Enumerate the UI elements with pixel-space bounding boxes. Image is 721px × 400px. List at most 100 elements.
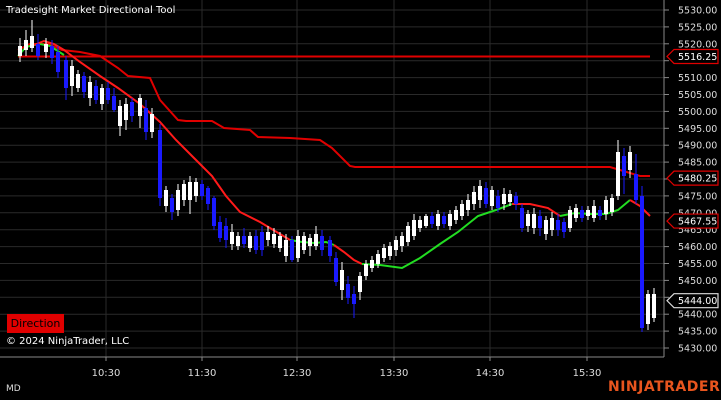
candle-bull xyxy=(340,270,344,290)
candle-bull xyxy=(248,236,252,248)
candle-bull xyxy=(124,104,128,120)
candle-bull xyxy=(490,190,494,206)
candle-bear xyxy=(580,210,584,218)
y-tick-label: 5505.00 xyxy=(678,90,717,101)
y-tick-label: 5450.00 xyxy=(678,276,717,287)
candle-bull xyxy=(382,248,386,258)
price-marker: 5480.25 xyxy=(666,170,719,186)
candle-bear xyxy=(254,236,258,250)
copyright-text: © 2024 NinjaTrader, LLC xyxy=(6,336,130,347)
y-tick-label: 5475.00 xyxy=(678,191,717,202)
candle-bull xyxy=(296,236,300,258)
candle-bear xyxy=(484,188,488,204)
candle-bull xyxy=(364,264,368,276)
candle-bull xyxy=(412,220,416,236)
candle-bull xyxy=(406,226,410,242)
candle-bull xyxy=(502,194,506,204)
candle-bull xyxy=(424,216,428,226)
candle-bull xyxy=(76,74,80,88)
candle-bull xyxy=(604,200,608,214)
price-marker: 5516.25 xyxy=(666,48,719,65)
candle-bear xyxy=(556,220,560,230)
trail-stop-line xyxy=(17,43,650,177)
y-tick-label: 5520.00 xyxy=(678,39,717,50)
candle-bear xyxy=(334,258,338,282)
candle-bull xyxy=(568,210,572,228)
candle-bear xyxy=(212,198,216,226)
candle-bear xyxy=(328,240,332,256)
candle-bear xyxy=(598,210,602,216)
price-marker-box xyxy=(666,293,719,309)
candle-bull xyxy=(376,254,380,264)
y-tick-label: 5490.00 xyxy=(678,141,717,152)
y-tick-label: 5525.00 xyxy=(678,22,717,33)
y-tick-label: 5440.00 xyxy=(678,310,717,321)
candle-bull xyxy=(448,214,452,226)
candle-bear xyxy=(290,240,294,260)
candle-bull xyxy=(544,220,548,234)
price-marker-box xyxy=(666,213,719,229)
price-marker-label: 5444.00 xyxy=(678,296,717,307)
time-axis: 10:30 11:30 12:30 13:30 14:30 15:30 xyxy=(92,357,601,379)
candle-bear xyxy=(640,196,644,328)
candle-bear xyxy=(430,216,434,224)
candle-bull xyxy=(236,236,240,246)
signal-line-down xyxy=(512,203,561,217)
candle-bull xyxy=(436,214,440,226)
candle-bull xyxy=(532,214,536,228)
price-markers: 5516.25 5480.25 5467.55 5444.00 xyxy=(666,48,719,309)
candle-bull xyxy=(652,294,656,318)
candle-bull xyxy=(460,204,464,216)
candle-bull xyxy=(230,232,234,244)
x-tick-label: 14:30 xyxy=(476,368,505,379)
chart-title: Tradesight Market Directional Tool xyxy=(6,5,176,16)
candle-bear xyxy=(320,236,324,250)
candle-bear xyxy=(106,88,110,100)
candle-bull xyxy=(272,234,276,244)
candle-bull xyxy=(358,276,362,292)
candle-bull xyxy=(526,214,530,226)
price-marker-box xyxy=(666,48,719,65)
price-marker-label: 5480.25 xyxy=(678,174,717,185)
candle-bull xyxy=(30,36,34,48)
candle-bear xyxy=(622,156,626,176)
candle-bull xyxy=(508,194,512,202)
y-tick-label: 5530.00 xyxy=(678,6,717,17)
candle-bull xyxy=(118,106,122,126)
candle-bull xyxy=(182,184,186,200)
candle-bear xyxy=(112,96,116,110)
candle-bull xyxy=(100,88,104,104)
indicator-lines xyxy=(17,39,651,270)
candle-bull xyxy=(284,240,288,256)
y-tick-label: 5430.00 xyxy=(678,344,717,355)
candle-bear xyxy=(94,86,98,100)
candle-bull xyxy=(394,240,398,250)
candle-bull xyxy=(150,114,154,132)
signal-line-down xyxy=(333,244,363,265)
candle-bull xyxy=(478,186,482,200)
y-tick-label: 5500.00 xyxy=(678,107,717,118)
candle-bear xyxy=(352,294,356,304)
candles xyxy=(18,20,656,332)
chart-grid xyxy=(0,0,665,358)
candle-bull xyxy=(418,220,422,228)
candle-bull xyxy=(176,190,180,210)
candle-bear xyxy=(82,76,86,92)
candle-bull xyxy=(18,46,22,56)
y-tick-label: 5485.00 xyxy=(678,158,717,169)
candle-bear xyxy=(442,216,446,224)
price-marker-label: 5516.25 xyxy=(678,52,717,63)
y-tick-label: 5435.00 xyxy=(678,327,717,338)
candle-bear xyxy=(538,216,542,228)
candle-bear xyxy=(36,44,40,56)
candle-bull xyxy=(188,182,192,200)
candle-bull xyxy=(44,44,48,52)
x-tick-label: 12:30 xyxy=(283,368,312,379)
candle-bear xyxy=(218,222,222,238)
y-tick-label: 5495.00 xyxy=(678,124,717,135)
direction-button[interactable]: Direction xyxy=(7,314,64,333)
x-tick-label: 11:30 xyxy=(188,368,217,379)
price-marker: 5467.55 xyxy=(666,213,719,229)
candle-bull xyxy=(550,218,554,230)
